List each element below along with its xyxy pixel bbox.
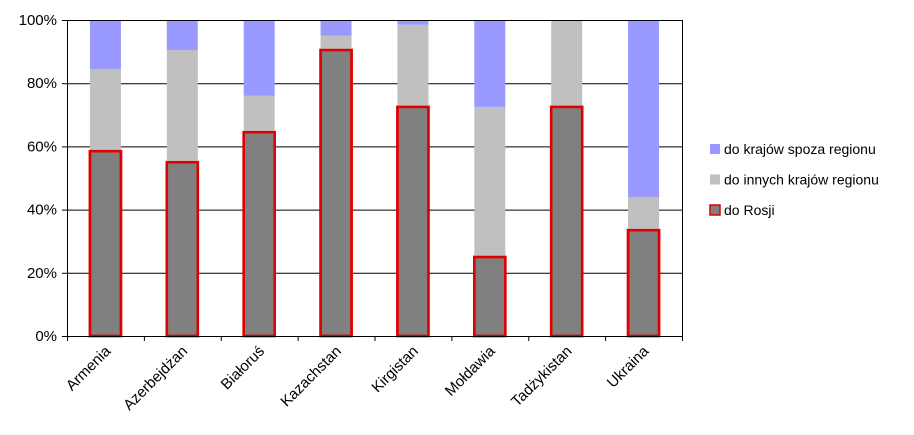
bar-segment: [551, 20, 583, 107]
x-tick-label: Azerbejdżan: [120, 343, 191, 414]
bar-segment: [243, 95, 275, 133]
y-tick-label: 60%: [27, 138, 57, 155]
axes: [67, 20, 683, 341]
x-axis-labels: Armenia Azerbejdżan Białoruś Kazachstan Kirg…: [63, 342, 653, 413]
gridlines: [67, 20, 682, 274]
legend-swatch: [709, 204, 721, 216]
y-tick-label: 0%: [35, 328, 57, 345]
bars: [88, 20, 661, 338]
bar-segment: [89, 68, 121, 152]
bar-segment: [628, 196, 660, 231]
bar-segment: [166, 20, 198, 51]
bar-segment: [89, 20, 121, 69]
legend-swatch: [710, 174, 720, 185]
x-tick-label: Białoruś: [218, 343, 268, 393]
bar-segment: [473, 255, 507, 338]
bar-segment: [549, 105, 584, 338]
legend-swatch: [710, 144, 720, 154]
x-tick-label: Mołdawia: [442, 342, 499, 399]
y-tick-label: 100%: [19, 12, 57, 29]
y-tick-label: 80%: [27, 75, 57, 92]
bar-segment: [165, 160, 200, 338]
y-axis-ticks: 0% 20% 40% 60% 80% 100%: [19, 12, 67, 345]
bar-segment: [397, 24, 429, 107]
bar-segment: [474, 20, 506, 107]
bar-segment: [626, 228, 661, 338]
bar-segment: [397, 20, 429, 25]
x-tick-label: Kirgistan: [368, 343, 421, 396]
legend-label: do krajów spoza regionu: [724, 141, 876, 157]
legend: do krajów spoza regionu do innych krajów …: [709, 141, 879, 218]
plot-frame: [67, 20, 683, 337]
legend-label: do innych krajów regionu: [724, 172, 879, 188]
bar-segment: [320, 35, 352, 51]
bar-segment: [166, 50, 198, 163]
bar-segment: [320, 20, 352, 36]
bar-segment: [242, 130, 276, 338]
bar-segment: [319, 48, 353, 338]
bar-segment: [396, 105, 430, 338]
x-tick-label: Ukraina: [604, 342, 653, 391]
bar-segment: [474, 106, 506, 258]
x-tick-label: Armenia: [63, 342, 115, 394]
y-tick-label: 40%: [27, 202, 57, 219]
y-tick-label: 20%: [27, 265, 57, 282]
x-tick-label: Kazachstan: [277, 343, 344, 410]
x-tick-label: Tadżykistan: [508, 343, 575, 410]
bar-segment: [628, 20, 660, 197]
legend-label: do Rosji: [724, 202, 775, 218]
bar-segment: [243, 20, 275, 96]
bar-segment: [88, 149, 123, 338]
